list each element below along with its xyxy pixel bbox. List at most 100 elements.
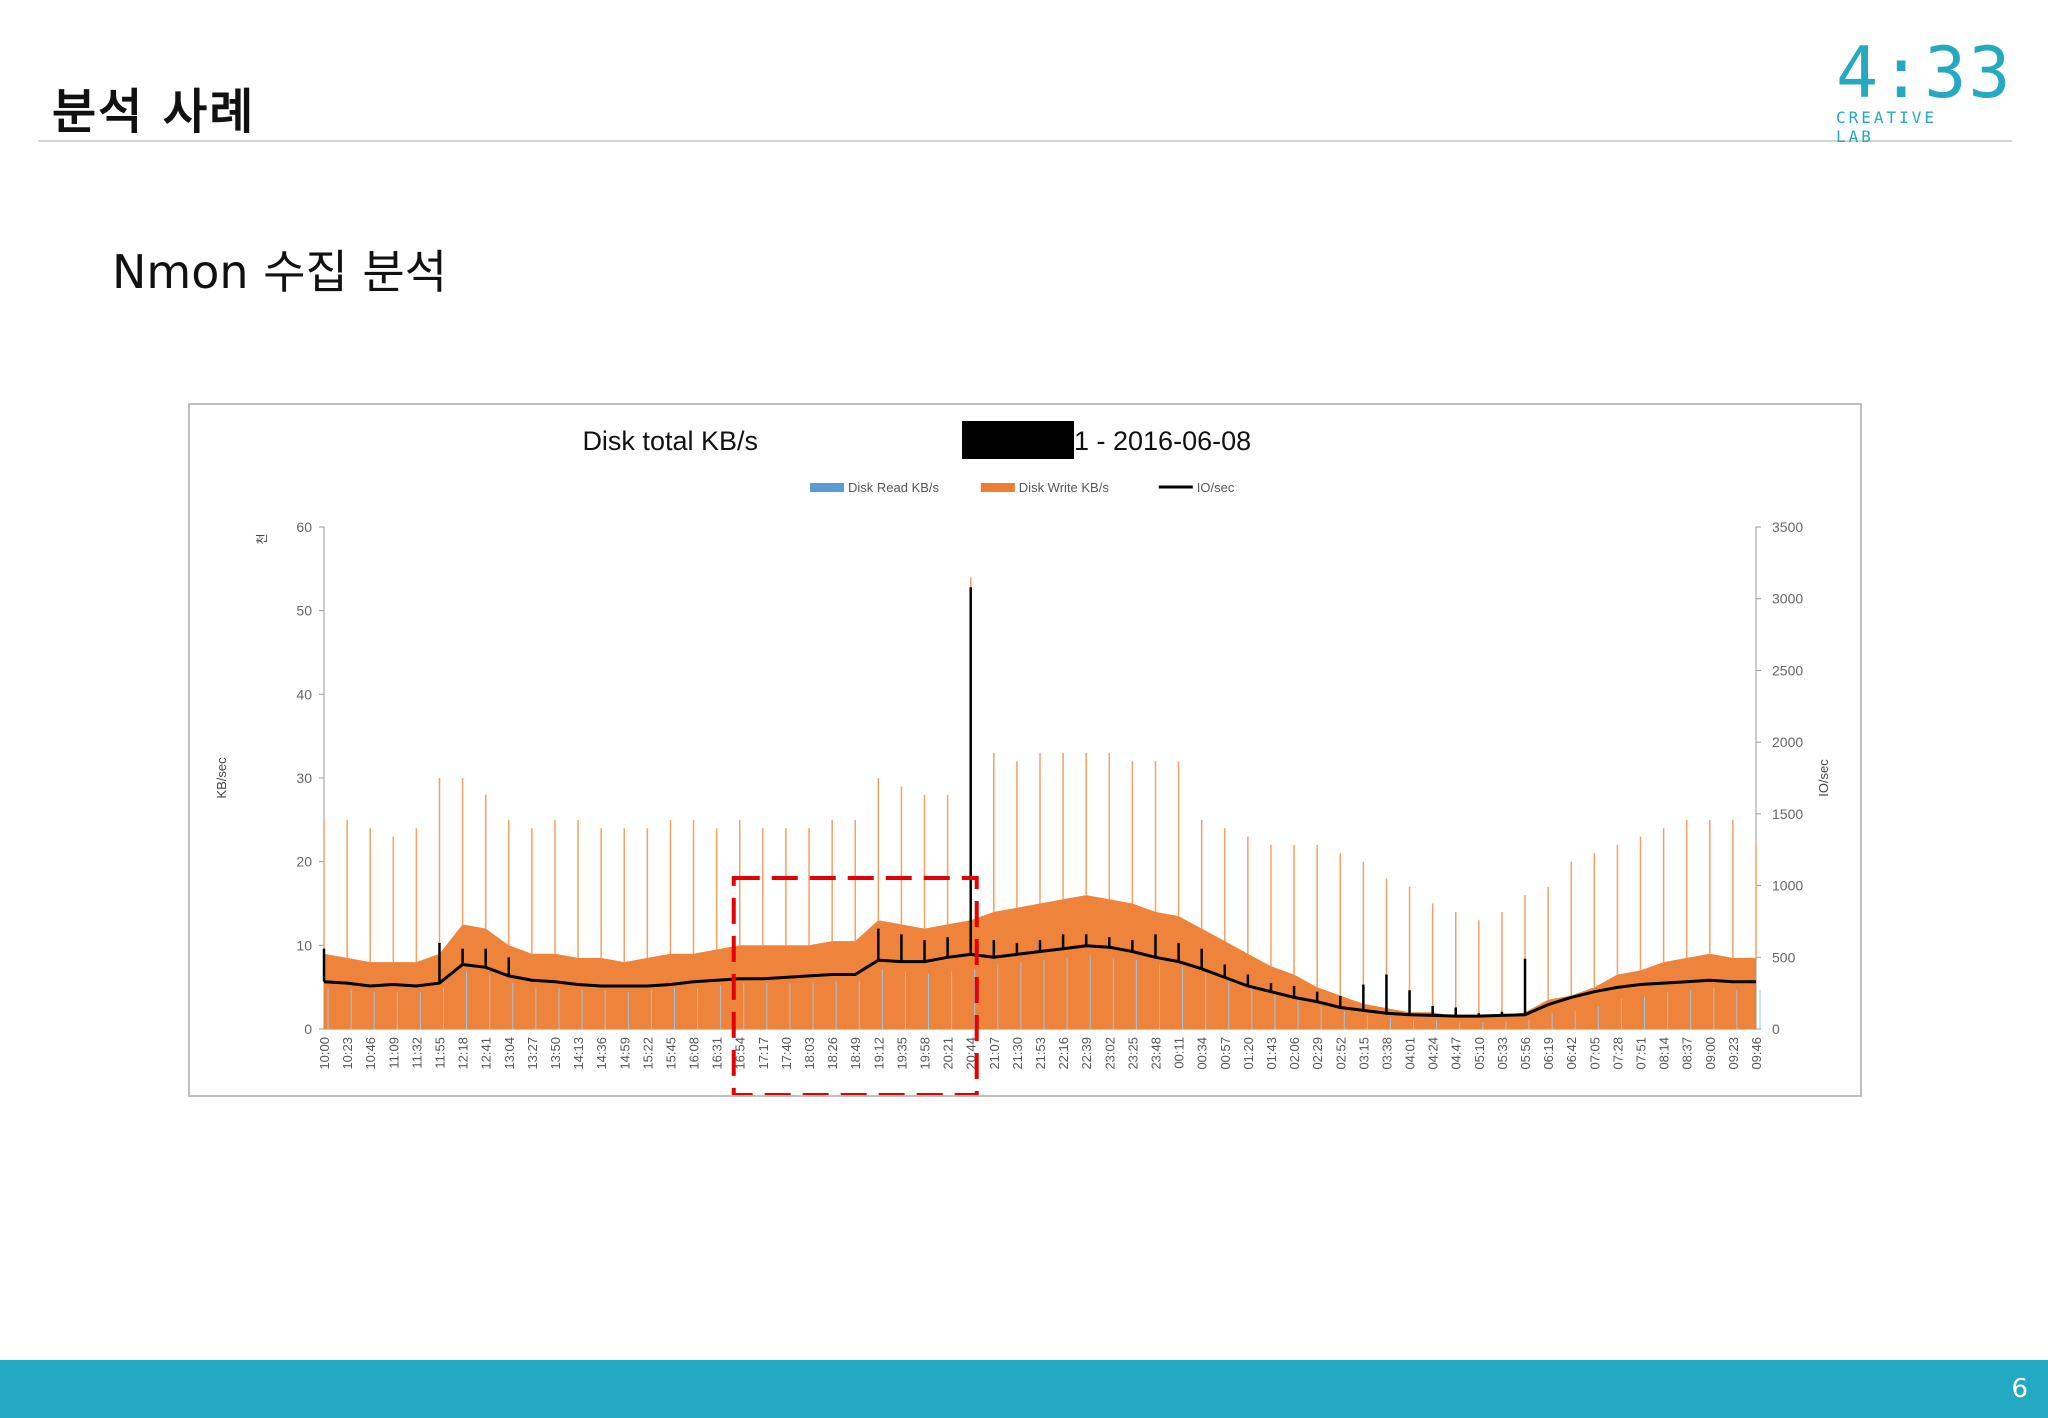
slide-title: 분석 사례 — [52, 84, 256, 140]
y-tick-label-left-1: 10 — [296, 937, 312, 953]
x-tick-label-62: 09:46 — [1749, 1037, 1764, 1070]
x-tick-label-54: 06:42 — [1564, 1037, 1579, 1070]
x-tick-label-8: 13:04 — [502, 1037, 517, 1070]
y-tick-label-left-5: 50 — [296, 603, 312, 619]
y-tick-label-left-2: 20 — [296, 854, 312, 870]
x-tick-label-13: 14:59 — [617, 1037, 632, 1070]
x-tick-label-23: 18:49 — [848, 1037, 863, 1070]
x-tick-label-20: 17:40 — [779, 1037, 794, 1070]
legend-swatch-0 — [810, 483, 844, 492]
x-tick-label-9: 13:27 — [525, 1037, 540, 1070]
slide-subtitle: Nmon 수집 분석 — [112, 245, 448, 299]
x-tick-label-24: 19:12 — [871, 1037, 886, 1070]
x-tick-label-4: 11:32 — [409, 1037, 424, 1069]
x-tick-label-18: 16:54 — [733, 1037, 748, 1070]
x-tick-label-53: 06:19 — [1541, 1037, 1556, 1070]
x-tick-label-6: 12:18 — [456, 1037, 471, 1070]
x-tick-label-48: 04:24 — [1426, 1037, 1441, 1070]
x-tick-label-35: 23:25 — [1125, 1037, 1140, 1070]
x-tick-label-29: 21:07 — [987, 1037, 1002, 1070]
y-tick-label-right-7: 3500 — [1772, 519, 1803, 535]
y-tick-label-right-6: 3000 — [1772, 591, 1803, 607]
y-tick-label-left-4: 40 — [296, 686, 312, 702]
x-tick-label-44: 02:52 — [1333, 1037, 1348, 1070]
x-tick-label-37: 00:11 — [1172, 1037, 1187, 1069]
x-tick-label-31: 21:53 — [1033, 1037, 1048, 1070]
logo-text: CREATIVE LAB — [1836, 108, 1938, 146]
y-axis-title-right: IO/sec — [1816, 759, 1831, 797]
footer-bar — [0, 1360, 2048, 1418]
title-divider — [38, 140, 2012, 142]
y-tick-label-left-0: 0 — [304, 1021, 312, 1037]
disk-chart: Disk total KB/s 1 - 2016-06-08 Disk Read … — [214, 421, 1831, 1095]
x-tick-label-61: 09:23 — [1726, 1037, 1741, 1070]
x-tick-label-25: 19:35 — [894, 1037, 909, 1070]
chart-title: Disk total KB/s — [582, 426, 758, 456]
x-tick-label-60: 09:00 — [1703, 1037, 1718, 1070]
x-tick-label-46: 03:38 — [1379, 1037, 1394, 1070]
y-tick-label-right-2: 1000 — [1772, 878, 1803, 894]
x-tick-label-12: 14:36 — [594, 1037, 609, 1070]
x-tick-label-52: 05:56 — [1518, 1037, 1533, 1070]
x-tick-label-5: 11:55 — [432, 1037, 447, 1069]
x-tick-label-17: 16:31 — [710, 1037, 725, 1070]
highlight-box — [731, 876, 979, 1095]
x-tick-label-47: 04:01 — [1403, 1037, 1418, 1070]
page-number: 6 — [2011, 1374, 2028, 1404]
x-tick-label-21: 18:03 — [802, 1037, 817, 1070]
x-tick-label-45: 03:15 — [1356, 1037, 1371, 1070]
x-tick-label-2: 10:46 — [363, 1037, 378, 1070]
x-tick-label-32: 22:16 — [1056, 1037, 1071, 1070]
x-tick-label-33: 22:39 — [1079, 1037, 1094, 1070]
x-tick-label-38: 00:34 — [1195, 1037, 1210, 1070]
y-tick-label-right-0: 0 — [1772, 1021, 1780, 1037]
x-tick-label-1: 10:23 — [340, 1037, 355, 1070]
x-tick-label-27: 20:21 — [941, 1037, 956, 1070]
x-tick-label-0: 10:00 — [317, 1037, 332, 1070]
x-tick-label-36: 23:48 — [1148, 1037, 1163, 1070]
x-tick-label-3: 11:09 — [386, 1037, 401, 1069]
x-tick-label-55: 07:05 — [1587, 1037, 1602, 1070]
chart-frame: Disk total KB/s 1 - 2016-06-08 Disk Read … — [188, 403, 1862, 1097]
legend-label-0: Disk Read KB/s — [848, 480, 940, 495]
y-tick-label-right-5: 2500 — [1772, 662, 1803, 678]
x-tick-label-7: 12:41 — [479, 1037, 494, 1070]
x-tick-label-39: 00:57 — [1218, 1037, 1233, 1070]
legend-swatch-1 — [980, 483, 1015, 492]
x-tick-label-56: 07:28 — [1610, 1037, 1625, 1070]
x-tick-label-19: 17:17 — [756, 1037, 771, 1070]
legend-label-1: Disk Write KB/s — [1019, 480, 1110, 495]
y-tick-label-right-3: 1500 — [1772, 806, 1803, 822]
x-tick-label-15: 15:45 — [663, 1037, 678, 1070]
x-tick-label-34: 23:02 — [1102, 1037, 1117, 1070]
redacted-block — [962, 421, 1074, 459]
x-tick-label-41: 01:43 — [1264, 1037, 1279, 1070]
x-tick-label-26: 19:58 — [918, 1037, 933, 1070]
x-tick-label-14: 15:22 — [640, 1037, 655, 1070]
x-tick-label-57: 07:51 — [1634, 1037, 1649, 1070]
x-tick-label-10: 13:50 — [548, 1037, 563, 1070]
x-tick-label-49: 04:47 — [1449, 1037, 1464, 1070]
x-tick-label-42: 02:06 — [1287, 1037, 1302, 1070]
company-logo: 4:33 CREATIVE LAB — [1836, 32, 2013, 146]
y-tick-label-right-1: 500 — [1772, 949, 1796, 965]
y-tick-label-left-6: 60 — [296, 519, 312, 535]
x-tick-label-16: 16:08 — [687, 1037, 702, 1070]
x-tick-label-50: 05:10 — [1472, 1037, 1487, 1070]
y-axis-title-left: KB/sec — [214, 757, 229, 799]
x-tick-label-43: 02:29 — [1310, 1037, 1325, 1070]
x-tick-label-11: 14:13 — [571, 1037, 586, 1070]
y-axis-unit-left: 천 — [254, 533, 269, 544]
x-tick-label-22: 18:26 — [825, 1037, 840, 1070]
x-tick-label-30: 21:30 — [1010, 1037, 1025, 1070]
x-tick-label-40: 01:20 — [1241, 1037, 1256, 1070]
x-tick-label-59: 08:37 — [1680, 1037, 1695, 1070]
y-tick-label-right-4: 2000 — [1772, 734, 1803, 750]
series-disk-write-area — [324, 895, 1756, 1029]
x-tick-label-51: 05:33 — [1495, 1037, 1510, 1070]
logo-digits: 4:33 — [1836, 32, 2013, 114]
y-tick-label-left-3: 30 — [296, 770, 312, 786]
chart-title-suffix: 1 - 2016-06-08 — [1074, 426, 1251, 456]
legend-label-2: IO/sec — [1197, 480, 1235, 495]
x-tick-label-58: 08:14 — [1657, 1037, 1672, 1070]
